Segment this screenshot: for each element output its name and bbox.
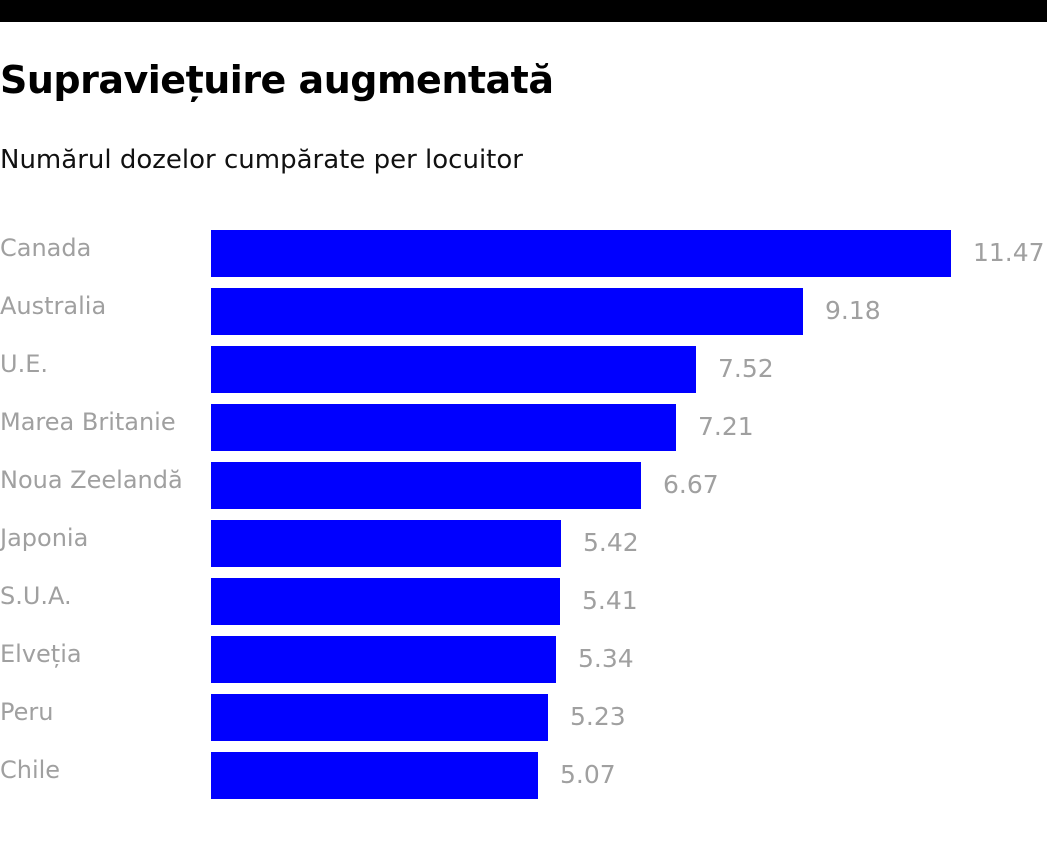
category-label: Australia [0, 292, 107, 320]
value-label: 5.07 [560, 760, 616, 789]
category-label: Chile [0, 756, 61, 784]
value-label: 5.34 [578, 644, 634, 673]
bar-row: Japonia 5.42 [0, 520, 1047, 567]
bar [211, 346, 696, 393]
bar-row: U.E. 7.52 [0, 346, 1047, 393]
category-label: S.U.A. [0, 582, 72, 610]
bar [211, 694, 548, 741]
category-label: Marea Britanie [0, 408, 176, 436]
value-label: 5.42 [583, 528, 639, 557]
value-label: 7.52 [718, 354, 774, 383]
bar [211, 636, 556, 683]
category-label: Canada [0, 234, 92, 262]
value-label: 5.41 [582, 586, 638, 615]
bar-row: Peru 5.23 [0, 694, 1047, 741]
bar [211, 230, 951, 277]
chart-title: Supraviețuire augmentată [0, 58, 554, 102]
chart-subtitle: Numărul dozelor cumpărate per locuitor [0, 145, 523, 175]
value-label: 9.18 [825, 296, 881, 325]
bar-row: Marea Britanie 7.21 [0, 404, 1047, 451]
value-label: 11.47 [973, 238, 1045, 267]
bar-row: Australia 9.18 [0, 288, 1047, 335]
bar [211, 578, 560, 625]
value-label: 6.67 [663, 470, 719, 499]
category-label: U.E. [0, 350, 48, 378]
top-bar [0, 0, 1047, 22]
bar-row: Canada 11.47 [0, 230, 1047, 277]
bar-row: Noua Zeelandă 6.67 [0, 462, 1047, 509]
category-label: Peru [0, 698, 54, 726]
bar-row: Chile 5.07 [0, 752, 1047, 799]
bar-row: Elveția 5.34 [0, 636, 1047, 683]
category-label: Japonia [0, 524, 89, 552]
bar [211, 462, 641, 509]
value-label: 5.23 [570, 702, 626, 731]
bar [211, 404, 676, 451]
category-label: Elveția [0, 640, 82, 668]
category-label: Noua Zeelandă [0, 466, 183, 494]
value-label: 7.21 [698, 412, 754, 441]
bar [211, 288, 803, 335]
bar [211, 520, 561, 567]
bar [211, 752, 538, 799]
bar-row: S.U.A. 5.41 [0, 578, 1047, 625]
